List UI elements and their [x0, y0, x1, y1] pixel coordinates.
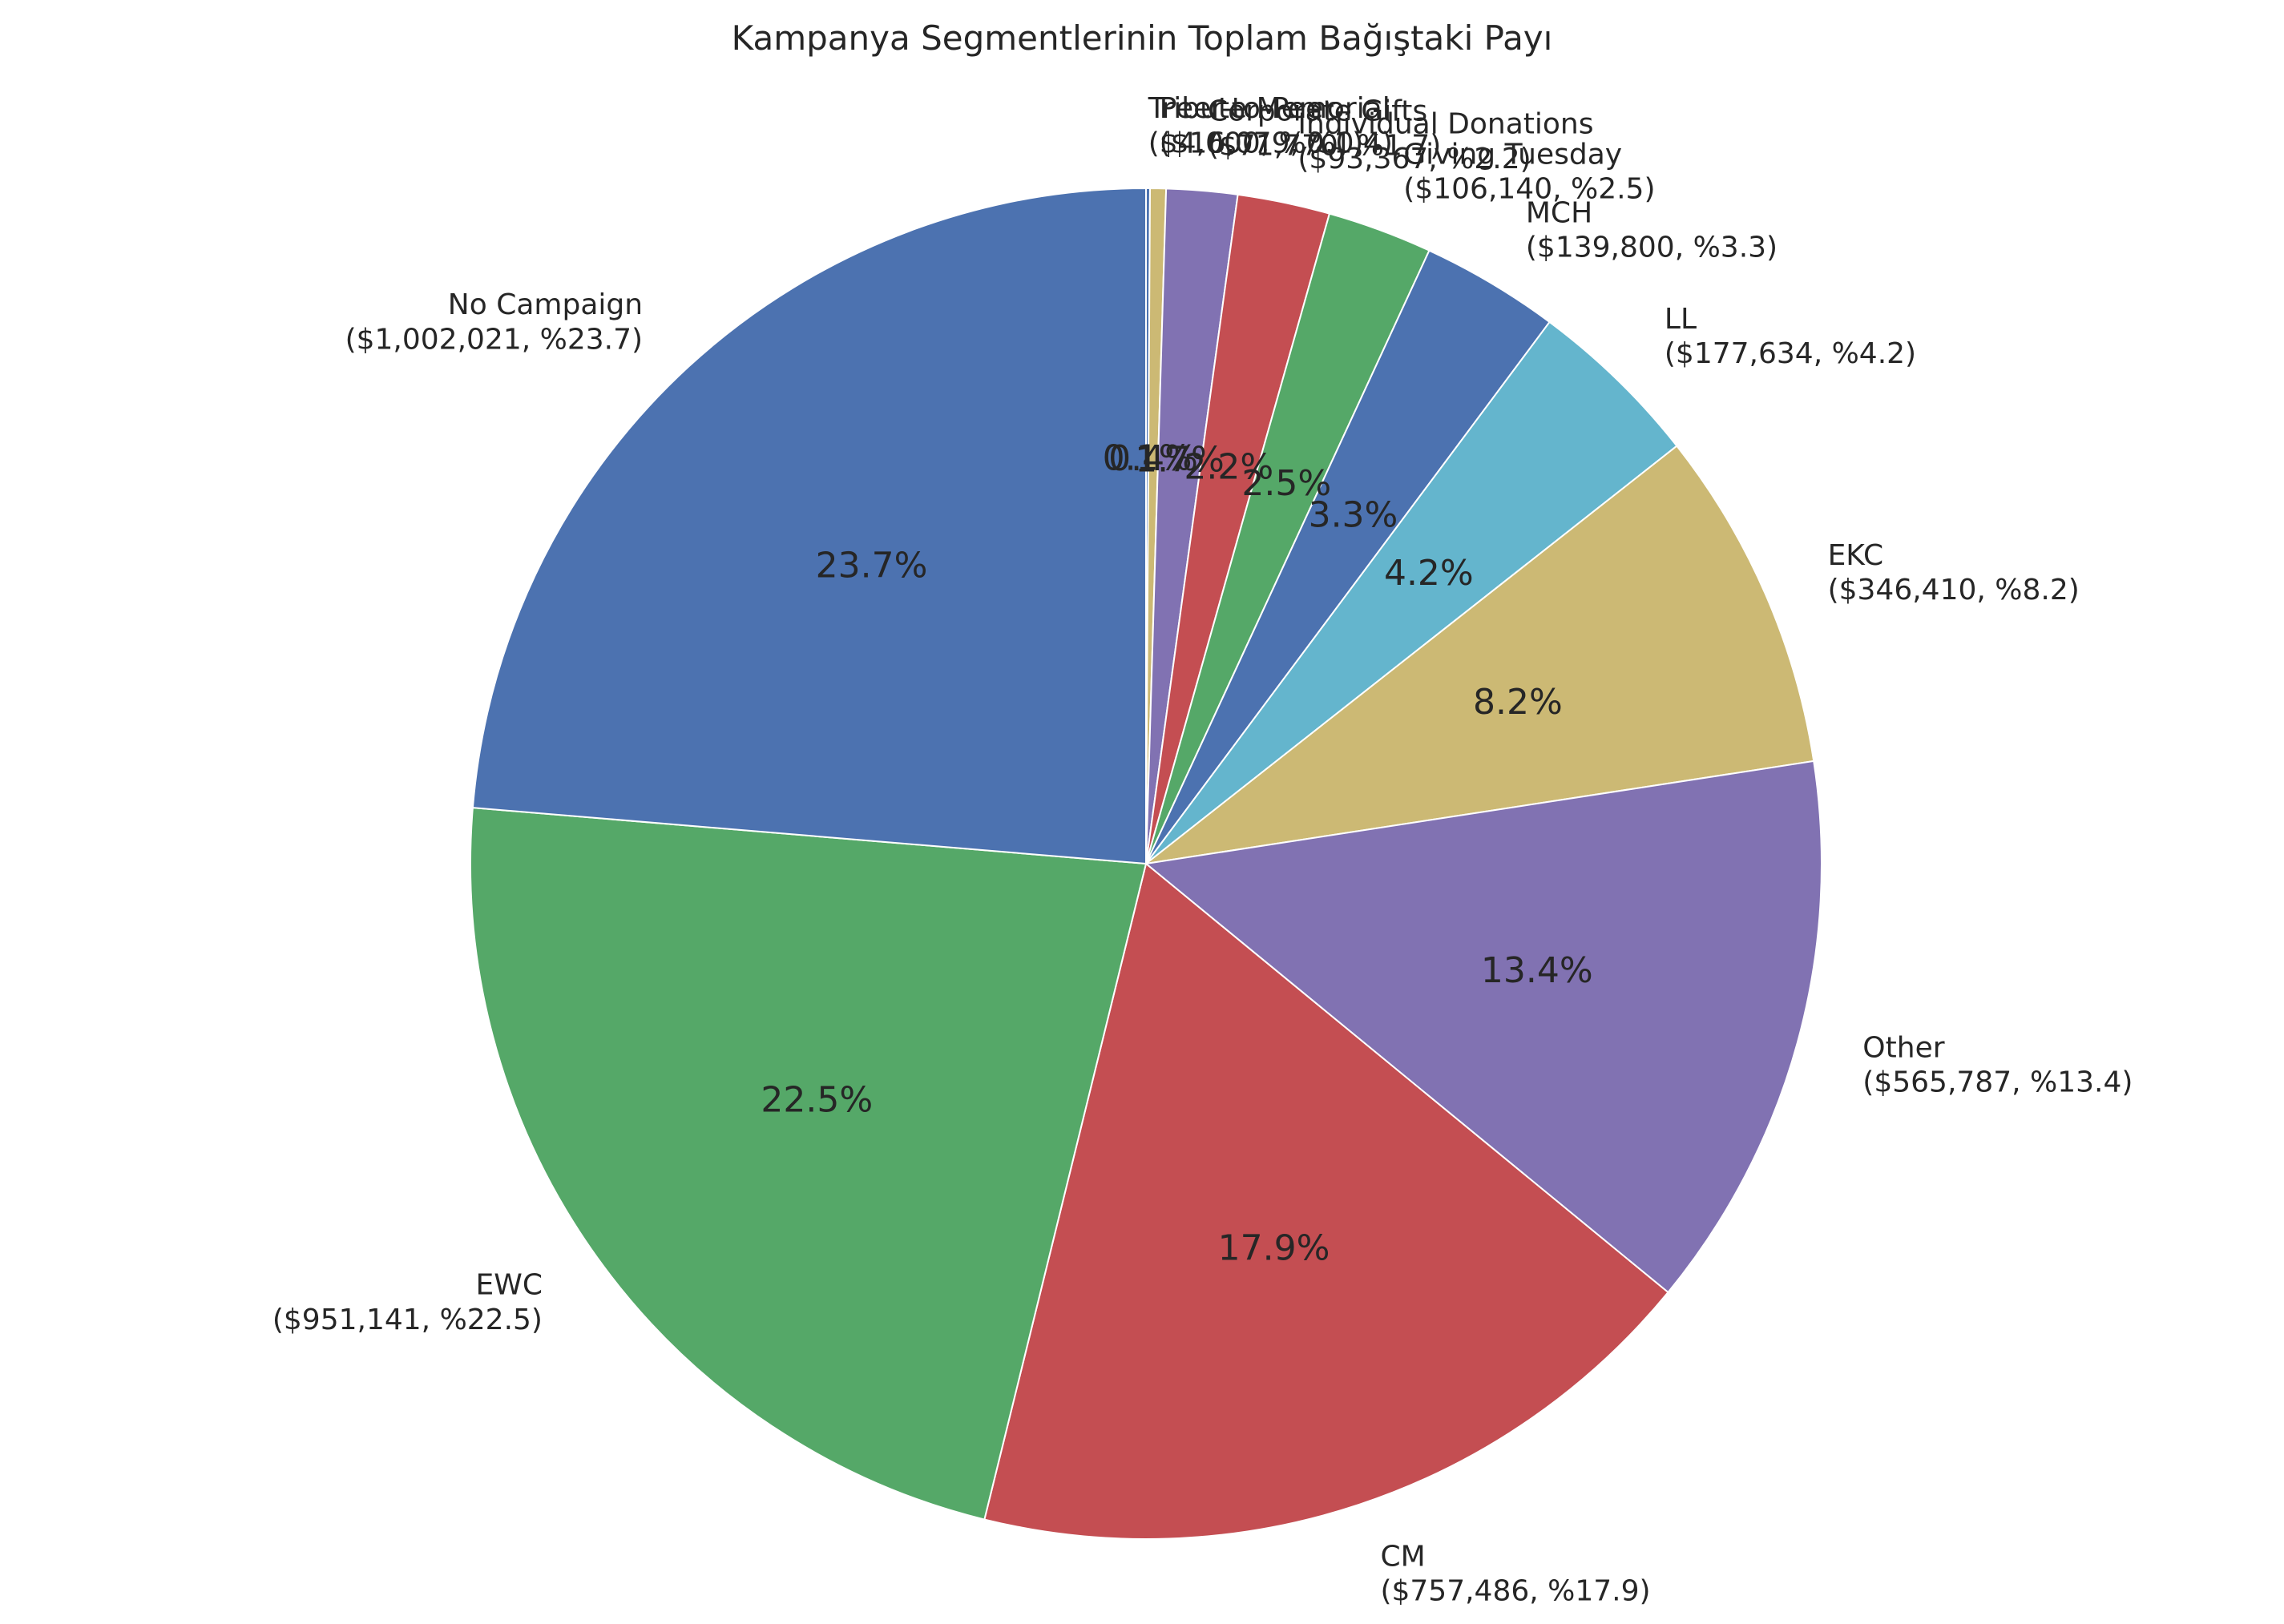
pct-label-mch: 3.3% — [1309, 495, 1398, 536]
outer-label-name: Peer-to-Peer — [1160, 92, 1336, 125]
outer-label-value: ($106,140, %2.5) — [1403, 173, 1655, 206]
outer-label-value: ($177,634, %4.2) — [1665, 337, 1916, 370]
slice-other — [1144, 760, 1822, 1294]
outer-label-ewc: EWC ($951,141, %22.5) — [272, 1269, 543, 1336]
outer-label-name: LL — [1665, 303, 1697, 336]
outer-label-value: ($4,000, %0.1) — [1148, 127, 1363, 159]
outer-label-value: ($71,770, %1.7) — [1208, 129, 1441, 162]
outer-label-name: CM — [1380, 1540, 1425, 1573]
outer-label-value: ($565,787, %13.4) — [1862, 1066, 2133, 1099]
outer-label-name: Other — [1862, 1032, 1944, 1065]
pct-label-cm: 17.9% — [1218, 1227, 1330, 1268]
pct-label-corporate-gifts: 1.7% — [1135, 439, 1225, 480]
outer-label-name: Individual Donations — [1297, 108, 1593, 141]
pct-label-individual-donations: 2.2% — [1184, 446, 1273, 487]
outer-label-peer-to-peer: Peer-to-Peer ($16,079, %0.4) — [1160, 92, 1393, 159]
pct-label-other: 13.4% — [1481, 950, 1593, 991]
outer-label-value: ($16,079, %0.4) — [1160, 127, 1393, 159]
outer-label-name: Tribute Memorial — [1148, 92, 1390, 125]
percent-labels: 0.1%0.4%1.7%2.2%2.5%3.3% 4.2% 8.2% 13.4% 17.… — [761, 438, 1592, 1269]
outer-label-value: ($757,486, %17.9) — [1380, 1575, 1650, 1608]
outer-label-name: MCH — [1526, 196, 1592, 229]
outer-label-name: Giving Tuesday — [1403, 139, 1622, 171]
pie-slices — [470, 187, 1822, 1540]
outer-label-name: EKC — [1828, 539, 1884, 572]
chart-title: Kampanya Segmentlerinin Toplam Bağıştaki… — [732, 18, 1553, 58]
outer-label-tribute-memorial: Tribute Memorial ($4,000, %0.1) — [1148, 92, 1390, 159]
slice-ll — [1145, 320, 1678, 864]
outer-label-corporate-gifts: Corporate Gifts ($71,770, %1.7) — [1208, 95, 1441, 162]
slice-ekc — [1143, 445, 1815, 865]
pct-label-giving-tuesday: 2.5% — [1241, 463, 1331, 504]
outer-label-other: Other ($565,787, %13.4) — [1862, 1032, 2133, 1099]
slice-ewc — [470, 807, 1148, 1521]
outer-label-name: EWC — [476, 1269, 543, 1302]
pct-label-ll: 4.2% — [1384, 553, 1474, 594]
pct-label-tribute-memorial: 0.1% — [1103, 438, 1192, 479]
outer-label-mch: MCH ($139,800, %3.3) — [1526, 196, 1778, 264]
slice-labels: Tribute Memorial ($4,000, %0.1)Peer-to-Pe… — [272, 92, 2133, 1607]
outer-label-name: No Campaign — [448, 288, 643, 321]
pct-label-ewc: 22.5% — [761, 1080, 873, 1121]
outer-label-cm: CM ($757,486, %17.9) — [1380, 1540, 1650, 1607]
outer-label-ll: LL ($177,634, %4.2) — [1665, 303, 1916, 370]
pct-label-ekc: 8.2% — [1473, 682, 1563, 723]
outer-label-ekc: EKC ($346,410, %8.2) — [1828, 539, 2080, 606]
outer-label-value: ($139,800, %3.3) — [1526, 232, 1778, 264]
outer-label-value: ($1,002,021, %23.7) — [345, 323, 643, 356]
outer-label-individual-donations: Individual Donations ($93,367, %2.2) — [1297, 108, 1593, 175]
outer-label-value: ($346,410, %8.2) — [1828, 574, 2080, 606]
outer-label-giving-tuesday: Giving Tuesday ($106,140, %2.5) — [1403, 139, 1655, 206]
pct-label-peer-to-peer: 0.4% — [1108, 438, 1198, 479]
pct-label-no-campaign: 23.7% — [816, 545, 928, 586]
outer-label-value: ($93,367, %2.2) — [1297, 143, 1531, 175]
outer-label-no-campaign: No Campaign ($1,002,021, %23.7) — [345, 288, 643, 356]
slice-no-campaign — [471, 187, 1147, 865]
outer-label-value: ($951,141, %22.5) — [272, 1304, 543, 1336]
outer-label-name: Corporate Gifts — [1208, 95, 1427, 127]
slice-cm — [983, 862, 1669, 1540]
